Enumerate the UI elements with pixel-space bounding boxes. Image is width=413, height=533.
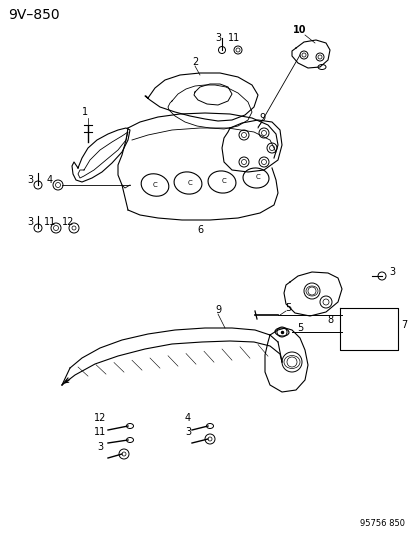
Text: 8: 8 bbox=[326, 315, 332, 325]
Text: 2: 2 bbox=[191, 57, 198, 67]
Text: 12: 12 bbox=[94, 413, 106, 423]
Text: 9: 9 bbox=[258, 113, 264, 123]
Text: 3: 3 bbox=[27, 175, 33, 185]
Text: 11: 11 bbox=[44, 217, 56, 227]
Text: 12: 12 bbox=[62, 217, 74, 227]
Text: 7: 7 bbox=[400, 320, 406, 330]
Text: C: C bbox=[255, 174, 260, 180]
Text: 6: 6 bbox=[197, 225, 202, 235]
Text: 11: 11 bbox=[227, 33, 240, 43]
Text: 5: 5 bbox=[296, 323, 302, 333]
Text: 3: 3 bbox=[214, 33, 221, 43]
Text: 11: 11 bbox=[94, 427, 106, 437]
Text: 3: 3 bbox=[27, 217, 33, 227]
Text: 3: 3 bbox=[388, 267, 394, 277]
Text: 5: 5 bbox=[284, 303, 290, 313]
Text: C: C bbox=[152, 182, 157, 188]
Text: 9: 9 bbox=[214, 305, 221, 315]
Text: 9V–850: 9V–850 bbox=[8, 8, 59, 22]
Text: 10: 10 bbox=[292, 25, 306, 35]
Text: C: C bbox=[187, 180, 192, 186]
Text: 1: 1 bbox=[82, 107, 88, 117]
Text: 3: 3 bbox=[97, 442, 103, 452]
Text: C: C bbox=[221, 178, 226, 184]
Text: 95756 850: 95756 850 bbox=[359, 519, 404, 528]
Text: 4: 4 bbox=[185, 413, 191, 423]
Text: 3: 3 bbox=[185, 427, 191, 437]
Text: 4: 4 bbox=[47, 175, 53, 185]
